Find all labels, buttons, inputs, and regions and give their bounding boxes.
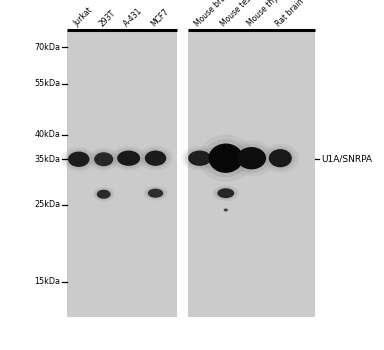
Ellipse shape <box>233 144 270 173</box>
Text: Rat brain: Rat brain <box>274 0 305 28</box>
Ellipse shape <box>61 147 96 172</box>
Text: U1A/SNRPA: U1A/SNRPA <box>321 155 372 164</box>
Ellipse shape <box>95 188 113 200</box>
Ellipse shape <box>203 139 248 177</box>
Ellipse shape <box>217 188 234 198</box>
Ellipse shape <box>146 187 166 199</box>
Ellipse shape <box>185 148 215 168</box>
Ellipse shape <box>269 149 292 167</box>
Text: 15kDa: 15kDa <box>34 277 60 286</box>
Ellipse shape <box>110 146 147 170</box>
Text: 293T: 293T <box>97 8 117 28</box>
Ellipse shape <box>228 140 275 176</box>
Text: MCF7: MCF7 <box>149 7 170 28</box>
Text: 35kDa: 35kDa <box>34 155 60 164</box>
Ellipse shape <box>212 186 239 201</box>
Ellipse shape <box>93 187 115 202</box>
Text: Mouse brain: Mouse brain <box>193 0 233 28</box>
Bar <box>67 30 177 317</box>
Text: Mouse testis: Mouse testis <box>219 0 260 28</box>
Ellipse shape <box>181 146 218 170</box>
Text: 55kDa: 55kDa <box>34 79 60 89</box>
Ellipse shape <box>262 144 299 173</box>
Text: Jurkat: Jurkat <box>72 6 95 28</box>
Ellipse shape <box>138 146 173 170</box>
Ellipse shape <box>198 135 253 182</box>
Ellipse shape <box>223 208 229 212</box>
Ellipse shape <box>91 150 116 168</box>
Text: 25kDa: 25kDa <box>34 200 60 209</box>
Ellipse shape <box>224 209 228 211</box>
Ellipse shape <box>145 150 166 166</box>
Ellipse shape <box>223 208 228 212</box>
Bar <box>188 30 315 317</box>
Ellipse shape <box>215 187 237 199</box>
Ellipse shape <box>188 150 211 166</box>
Ellipse shape <box>97 190 111 199</box>
Ellipse shape <box>143 186 168 201</box>
Ellipse shape <box>68 152 89 167</box>
Ellipse shape <box>94 152 113 166</box>
Text: A-431: A-431 <box>122 6 144 28</box>
Ellipse shape <box>117 150 140 166</box>
Ellipse shape <box>209 144 243 173</box>
Text: 40kDa: 40kDa <box>35 130 60 139</box>
Ellipse shape <box>265 146 295 170</box>
Ellipse shape <box>142 148 169 168</box>
Ellipse shape <box>65 149 93 169</box>
Ellipse shape <box>148 189 163 198</box>
Ellipse shape <box>114 148 144 168</box>
Text: Mouse thymus: Mouse thymus <box>245 0 291 28</box>
Text: 70kDa: 70kDa <box>34 43 60 52</box>
Ellipse shape <box>88 148 119 170</box>
Ellipse shape <box>237 147 266 169</box>
